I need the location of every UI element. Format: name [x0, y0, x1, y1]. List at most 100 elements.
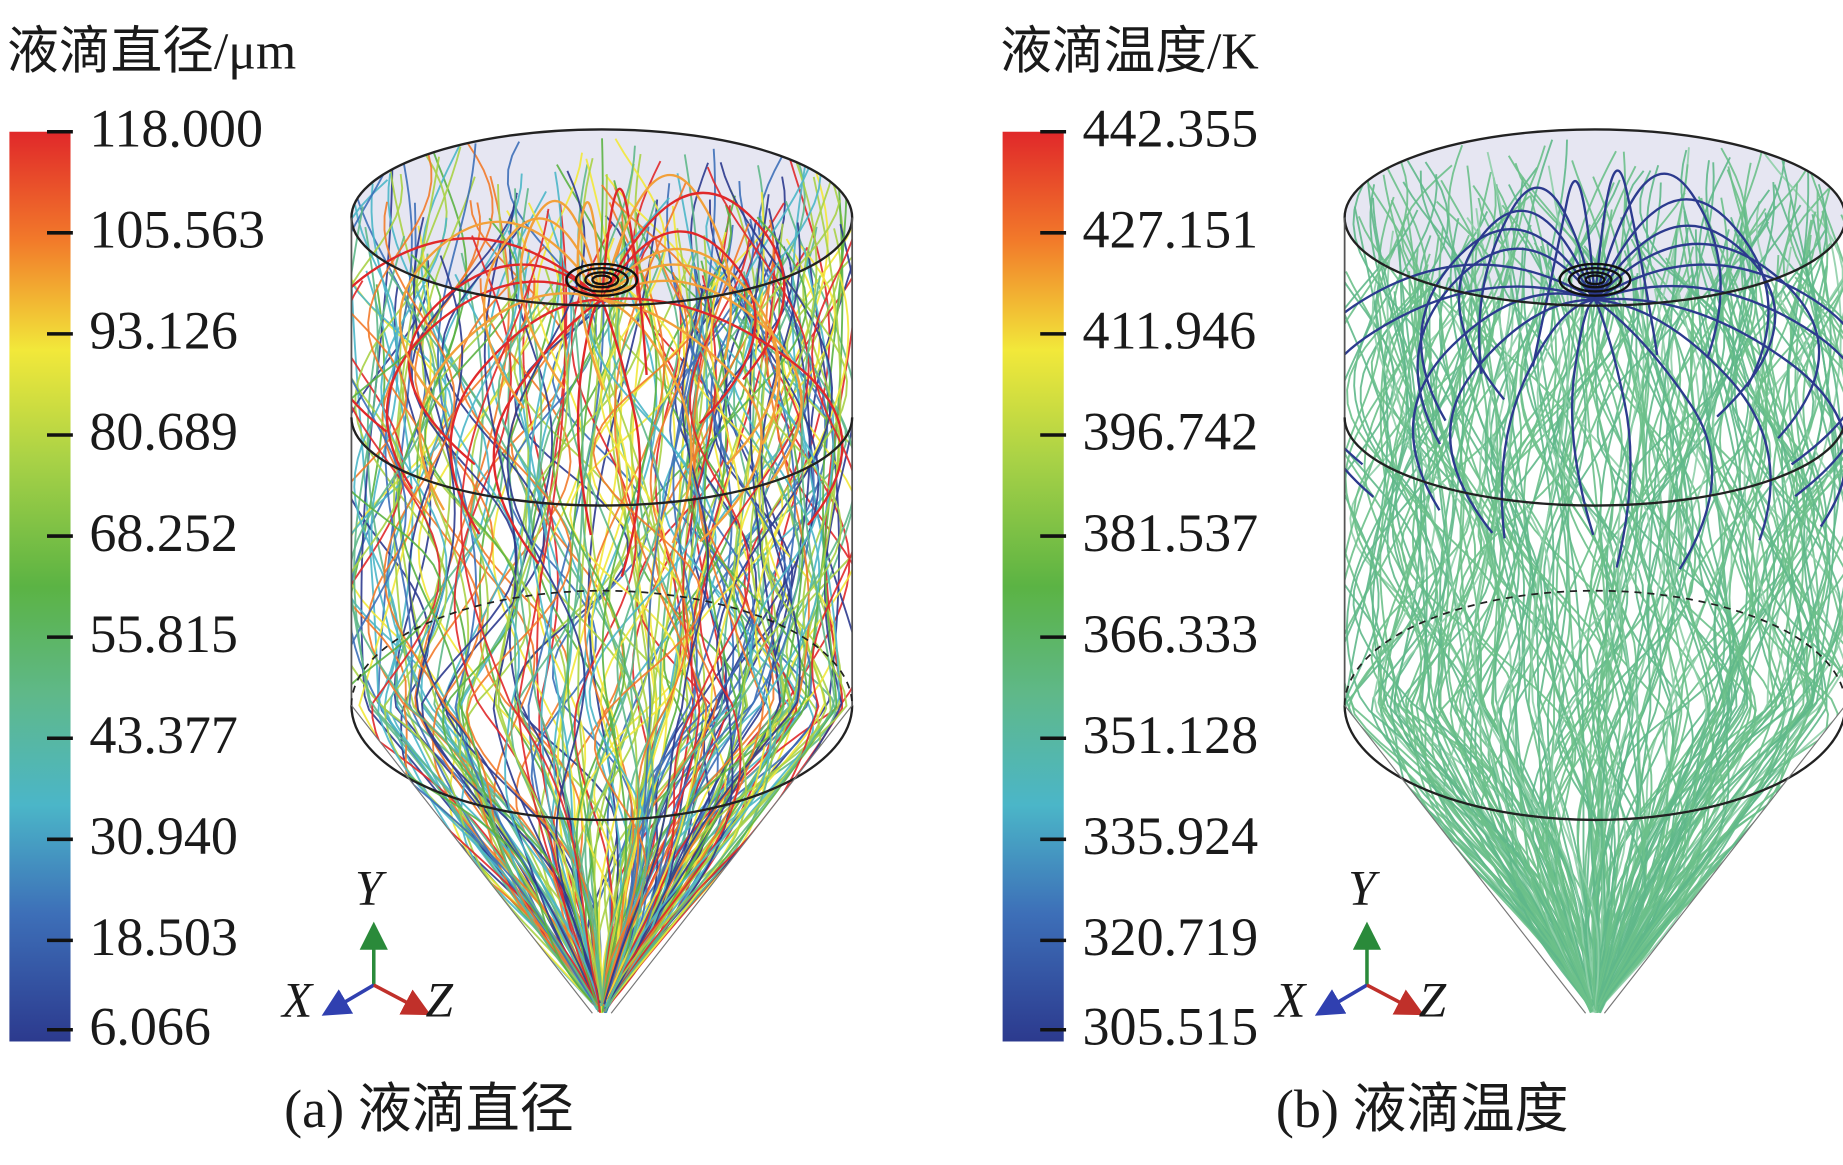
spray-line: [385, 280, 603, 490]
tick-label: 351.128: [1083, 705, 1259, 765]
streamline: [1594, 222, 1646, 1013]
tick-label: 105.563: [89, 200, 265, 260]
tick-label: 68.252: [89, 503, 238, 563]
streamline: [1603, 266, 1806, 1001]
streamline: [605, 275, 836, 1010]
tick-label: 381.537: [1083, 503, 1259, 563]
spray-line: [1594, 298, 1772, 541]
vessel-mid: [350, 417, 854, 507]
streamline: [1492, 267, 1593, 1002]
streamline: [600, 138, 667, 1014]
streamline: [603, 284, 709, 1005]
streamline: [1519, 182, 1624, 1001]
streamline: [1600, 142, 1843, 1004]
streamline: [607, 255, 853, 1004]
streamline: [518, 248, 602, 1011]
spray-line: [1477, 186, 1597, 374]
tick-label: 80.689: [89, 402, 238, 462]
streamline: [1597, 207, 1805, 1013]
streamline: [608, 294, 793, 1001]
tick-label: 118.000: [89, 98, 263, 158]
streamline: [1344, 293, 1592, 1014]
tick-label: 366.333: [1083, 604, 1259, 664]
colorbar: [9, 131, 71, 1042]
colorbar-title: 液滴温度/K: [1000, 23, 1259, 80]
spray-line: [1344, 285, 1596, 498]
spray-line: [1416, 247, 1596, 445]
vessel-mid: [1343, 417, 1843, 507]
streamline: [1598, 292, 1843, 1013]
streamline: [604, 208, 811, 1013]
spray-line: [1593, 299, 1632, 568]
spray-line: [1449, 298, 1596, 534]
tick-label: 442.355: [1083, 98, 1259, 158]
vessel-cone: [1344, 704, 1843, 1014]
spray-line: [1344, 263, 1596, 466]
streamline: [458, 245, 602, 1009]
streamline: [351, 280, 596, 1001]
streamline: [1596, 230, 1678, 1007]
vessel-cone: [350, 704, 853, 1014]
panel: 液滴温度/K 442.355 427.151 411.946 396.742 381.53…: [1000, 23, 1843, 1139]
spray-line: [351, 237, 603, 433]
tick-label: 335.924: [1083, 806, 1259, 866]
streamline: [1598, 165, 1843, 1013]
axis-x: [321, 983, 375, 1016]
streamline: [424, 217, 600, 1009]
colorbar: [1002, 131, 1064, 1042]
streamline: [604, 250, 801, 1013]
streamline: [1344, 147, 1592, 1009]
spray-line: [418, 292, 603, 511]
streamline: [351, 158, 597, 1006]
streamline: [608, 170, 853, 1003]
spray-line: [600, 299, 642, 577]
spray-line: [1419, 228, 1597, 422]
tick-label: 411.946: [1083, 301, 1257, 361]
streamline: [1600, 155, 1836, 1002]
spray-line: [1594, 242, 1821, 439]
spray-line: [1531, 179, 1597, 367]
streamline: [605, 240, 751, 1003]
axis-label-x: X: [1273, 972, 1307, 1027]
streamline: [1597, 228, 1758, 1006]
spray-line: [492, 298, 603, 565]
streamline: [1596, 166, 1766, 1013]
streamline: [1405, 276, 1593, 1012]
nozzle-ring: [1567, 267, 1623, 293]
panel: 液滴直径/μm 118.000 105.563 93.126 80.689 68.252 5…: [7, 23, 854, 1139]
streamline: [605, 183, 733, 1002]
axis-label-z: Z: [1419, 972, 1447, 1027]
tick-label: 18.503: [89, 907, 238, 967]
axis-label-y: Y: [1348, 861, 1380, 916]
streamline: [1419, 284, 1591, 1005]
streamline: [609, 167, 821, 1001]
streamlines: [351, 138, 853, 1014]
streamline: [608, 253, 804, 1003]
spray-line: [600, 263, 779, 466]
streamline: [522, 279, 601, 1000]
tick-label: 320.719: [1083, 907, 1259, 967]
streamline: [1599, 200, 1843, 1006]
tick-label: 43.377: [89, 705, 238, 765]
spray-line: [407, 263, 603, 466]
streamline: [1594, 218, 1662, 1009]
streamline: [601, 180, 658, 1013]
streamline: [353, 204, 599, 1010]
streamline: [1458, 263, 1594, 1012]
tick-label: 396.742: [1083, 402, 1259, 462]
spray-line: [1594, 263, 1843, 466]
streamline: [1438, 227, 1592, 1004]
streamline: [1596, 205, 1816, 1011]
streamline: [605, 268, 743, 1003]
tick-label: 55.815: [89, 604, 238, 664]
spray-line: [1593, 169, 1659, 356]
spray-line: [1500, 298, 1596, 539]
streamline: [569, 274, 681, 1009]
streamline: [1352, 181, 1586, 1001]
spray-line: [600, 191, 786, 381]
spray-line: [1593, 224, 1777, 418]
streamline: [1601, 184, 1828, 1003]
axis-z: [372, 983, 431, 1016]
streamline: [380, 217, 599, 1009]
